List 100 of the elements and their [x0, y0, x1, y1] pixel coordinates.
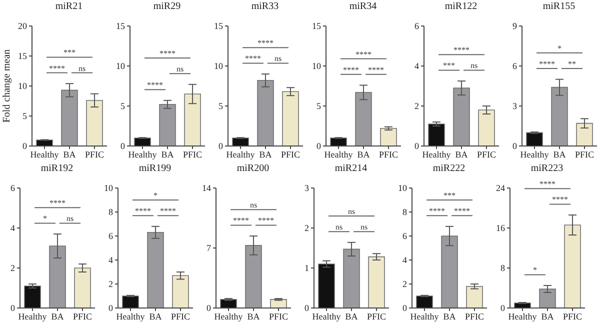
- y-tick-label: 5: [218, 101, 224, 112]
- bar: [564, 224, 581, 308]
- x-tick-label: BA: [541, 311, 554, 322]
- y-tick-label: 5: [316, 101, 322, 112]
- y-tick-label: 6: [108, 231, 114, 242]
- annotation: ****: [50, 198, 66, 208]
- annotation: ns: [360, 222, 368, 232]
- bar: [134, 138, 151, 146]
- y-tick-label: 10: [214, 61, 224, 72]
- x-tick-label: Healthy: [116, 311, 146, 322]
- y-tick-label: 0: [304, 303, 310, 314]
- y-tick-label: 14: [202, 183, 212, 194]
- y-tick-label: 4: [402, 255, 408, 266]
- annotation: *: [43, 214, 47, 224]
- y-tick-label: 10: [312, 61, 322, 72]
- chart-title: miR214: [334, 162, 368, 176]
- bar: [184, 94, 201, 146]
- y-tick-label: 1: [304, 263, 309, 274]
- annotation: ****: [258, 216, 274, 226]
- bar: [49, 246, 66, 308]
- annotation: *: [558, 44, 562, 53]
- y-tick-label: 0: [22, 141, 28, 152]
- y-tick-label: 8: [402, 207, 408, 218]
- annotation: ns: [66, 214, 74, 224]
- annotation: ****: [552, 195, 568, 204]
- x-tick-label: Healthy: [214, 311, 244, 322]
- chart-title: miR21: [54, 0, 84, 14]
- annotation: ****: [454, 206, 470, 216]
- y-tick-label: 15: [18, 51, 28, 62]
- bar: [526, 132, 543, 146]
- x-tick-label: PFIC: [574, 149, 594, 160]
- y-tick-label: 0: [512, 141, 518, 152]
- bar: [551, 86, 568, 146]
- annotation: ns: [78, 64, 86, 73]
- annotation: ****: [258, 38, 274, 48]
- bar: [453, 88, 470, 146]
- y-tick-label: 10: [104, 183, 114, 194]
- x-tick-label: BA: [259, 149, 272, 160]
- x-tick-label: PFIC: [280, 149, 300, 160]
- bar: [466, 286, 483, 308]
- bar: [428, 124, 445, 146]
- bar: [355, 92, 372, 146]
- y-tick-label: 3: [304, 183, 310, 194]
- x-tick-label: Healthy: [226, 149, 256, 160]
- y-axis-title: Fold change mean: [1, 49, 12, 123]
- bar: [122, 296, 139, 308]
- y-tick-label: 10: [398, 183, 408, 194]
- y-tick-label: 15: [312, 21, 322, 32]
- y-tick-label: 8: [108, 207, 114, 218]
- y-tick-label: 16: [496, 223, 506, 234]
- annotation: *: [533, 266, 537, 275]
- y-tick-label: 6: [414, 21, 420, 32]
- y-tick-label: 2: [414, 101, 419, 112]
- y-tick-label: 2: [108, 279, 113, 290]
- bar: [441, 236, 458, 308]
- annotation: ****: [49, 64, 65, 73]
- annotation: ns: [348, 207, 356, 216]
- y-tick-label: 9: [512, 21, 518, 32]
- x-tick-label: PFIC: [476, 149, 496, 160]
- x-tick-label: BA: [553, 149, 566, 160]
- bar: [416, 296, 433, 308]
- y-tick-label: 0: [402, 303, 408, 314]
- x-tick-label: Healthy: [30, 149, 60, 160]
- x-tick-label: Healthy: [422, 149, 452, 160]
- bar: [282, 91, 299, 146]
- bar: [86, 100, 103, 146]
- chart-title: miR223: [530, 162, 564, 176]
- y-tick-label: 2: [304, 223, 309, 234]
- y-tick-label: 2: [402, 279, 407, 290]
- annotation: ****: [135, 206, 151, 216]
- x-tick-label: BA: [149, 311, 162, 322]
- y-tick-label: 5: [22, 111, 28, 122]
- bar: [380, 128, 397, 146]
- y-tick-label: 0: [316, 141, 322, 152]
- annotation: ***: [444, 191, 456, 200]
- bar: [478, 110, 495, 146]
- x-tick-label: PFIC: [464, 311, 484, 322]
- y-tick-label: 0: [414, 141, 420, 152]
- y-tick-label: 7: [206, 243, 212, 254]
- y-tick-label: 4: [414, 61, 420, 72]
- bar: [172, 275, 189, 308]
- x-tick-label: Healthy: [410, 311, 440, 322]
- x-tick-label: Healthy: [128, 149, 158, 160]
- annotation: *: [154, 191, 158, 200]
- y-tick-label: 15: [116, 21, 126, 32]
- x-tick-label: BA: [161, 149, 174, 160]
- y-tick-label: 6: [512, 61, 518, 72]
- y-tick-label: 8: [500, 263, 506, 274]
- x-tick-label: BA: [51, 311, 64, 322]
- x-tick-label: PFIC: [378, 149, 398, 160]
- annotation: ****: [356, 50, 372, 59]
- y-tick-label: 2: [10, 263, 15, 274]
- y-tick-label: 3: [512, 101, 518, 112]
- chart-title: miR34: [348, 0, 378, 14]
- y-tick-label: 15: [214, 21, 224, 32]
- x-tick-label: PFIC: [562, 311, 582, 322]
- y-tick-label: 0: [108, 303, 114, 314]
- y-tick-label: 20: [18, 21, 28, 32]
- chart-title: miR122: [444, 0, 478, 14]
- y-tick-label: 4: [10, 223, 16, 234]
